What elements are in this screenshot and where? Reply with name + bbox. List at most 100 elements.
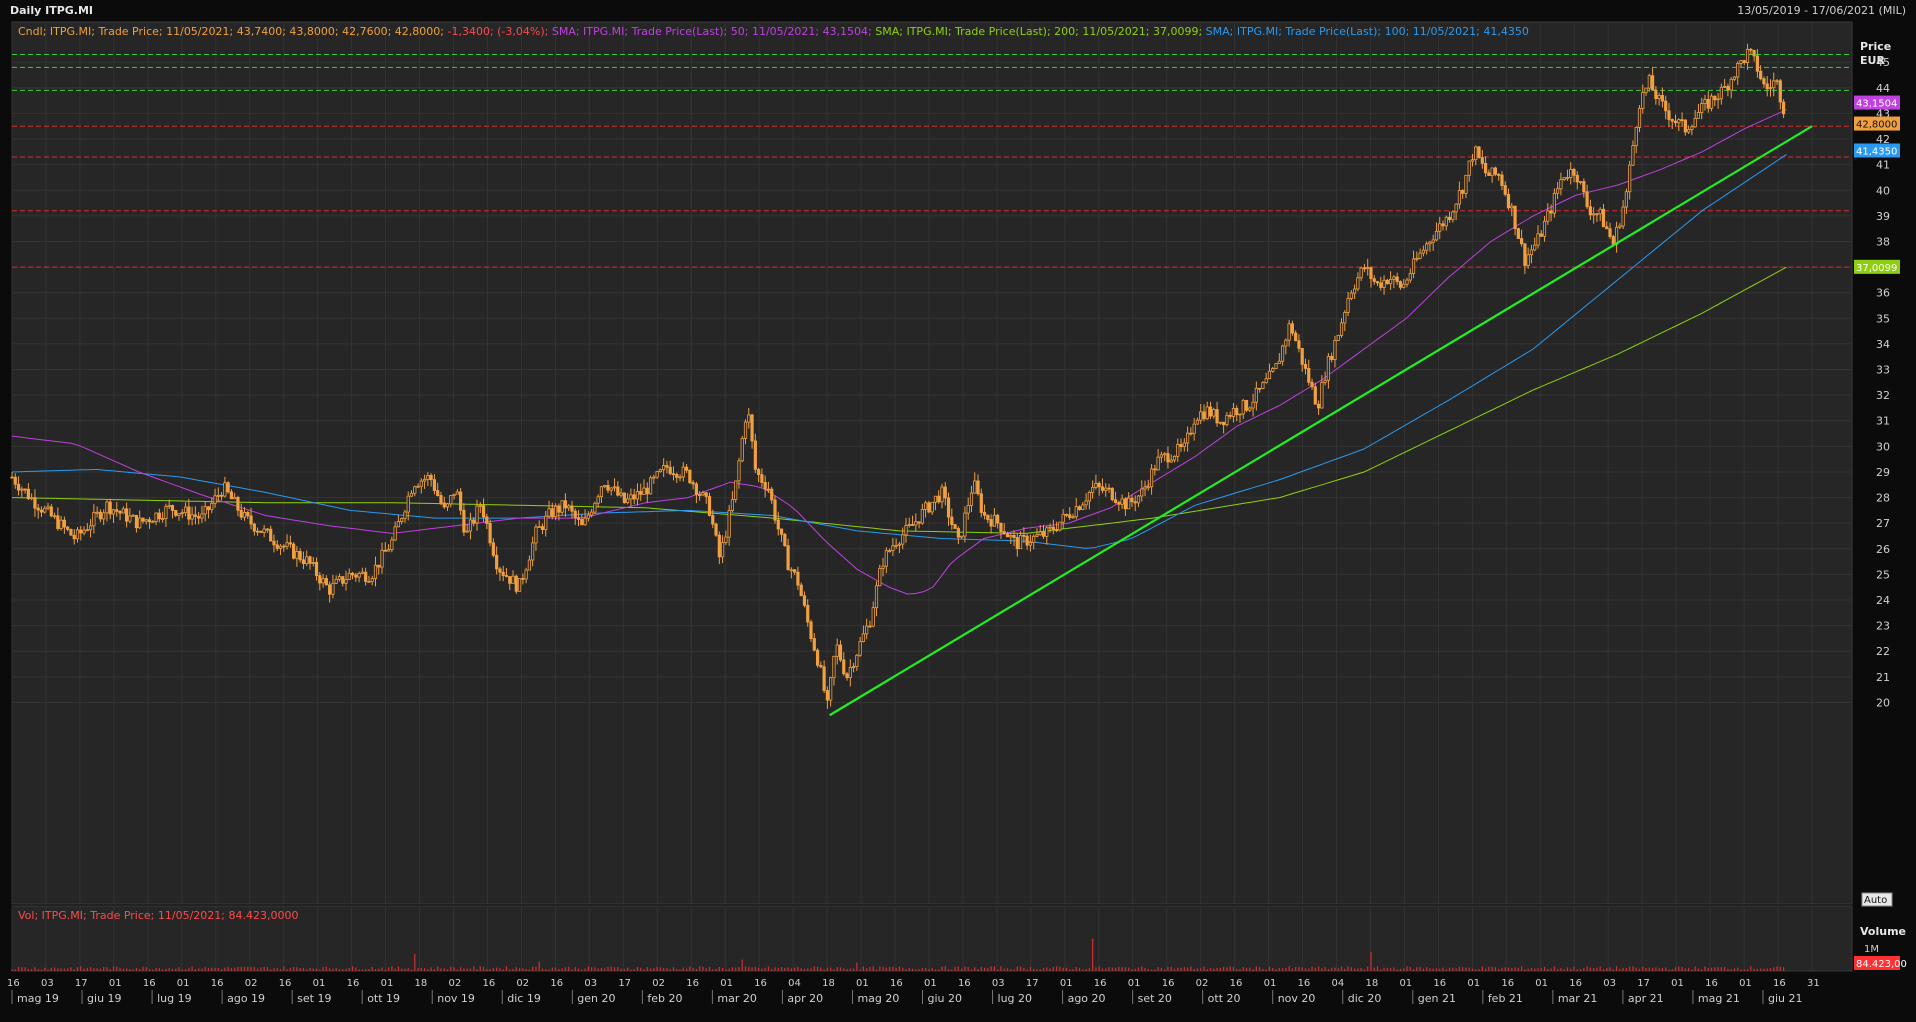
candle[interactable] [789, 569, 793, 572]
candle[interactable] [1359, 267, 1363, 279]
candle[interactable] [1110, 487, 1114, 501]
candle[interactable] [642, 487, 646, 495]
candle[interactable] [1493, 167, 1498, 175]
candle[interactable] [508, 576, 512, 584]
candle[interactable] [1621, 206, 1625, 227]
candle[interactable] [517, 578, 522, 592]
candle[interactable] [806, 604, 810, 623]
candle[interactable] [927, 502, 931, 513]
candle[interactable] [688, 469, 692, 484]
candle[interactable] [1389, 278, 1393, 285]
candle[interactable] [288, 542, 292, 545]
candle[interactable] [1650, 75, 1655, 91]
candle[interactable] [1624, 191, 1629, 208]
candle[interactable] [1055, 529, 1059, 532]
candle[interactable] [373, 564, 378, 579]
candle[interactable] [1032, 535, 1036, 543]
candle[interactable] [973, 480, 977, 494]
candle[interactable] [468, 519, 473, 532]
candle[interactable] [1182, 442, 1186, 448]
candle[interactable] [1071, 516, 1075, 519]
candle[interactable] [1736, 62, 1740, 78]
candle[interactable] [341, 576, 345, 584]
candle[interactable] [1716, 98, 1720, 101]
candle[interactable] [950, 516, 954, 525]
candle[interactable] [1569, 168, 1573, 178]
candle[interactable] [43, 507, 47, 513]
candle[interactable] [1732, 76, 1737, 80]
candle[interactable] [1251, 401, 1255, 409]
candle[interactable] [115, 509, 119, 512]
candle[interactable] [956, 528, 960, 538]
candle[interactable] [272, 540, 276, 546]
candle[interactable] [1490, 167, 1494, 176]
candle[interactable] [1176, 444, 1180, 457]
candle[interactable] [599, 486, 604, 498]
candle[interactable] [1752, 49, 1756, 57]
candle[interactable] [1153, 468, 1157, 471]
candle[interactable] [760, 474, 764, 483]
candle[interactable] [1238, 413, 1242, 416]
candle[interactable] [13, 476, 17, 485]
candle[interactable] [262, 528, 266, 533]
candle[interactable] [367, 580, 371, 583]
candle[interactable] [1585, 191, 1589, 208]
candle[interactable] [1058, 521, 1062, 531]
candle[interactable] [344, 579, 348, 584]
candle[interactable] [901, 534, 905, 545]
candle[interactable] [1392, 276, 1396, 280]
candle[interactable] [239, 509, 243, 518]
candle[interactable] [26, 488, 30, 500]
candle[interactable] [459, 491, 463, 511]
candle[interactable] [1215, 409, 1219, 424]
candle[interactable] [219, 494, 224, 497]
candle[interactable] [1595, 213, 1599, 216]
candle[interactable] [1195, 419, 1200, 425]
candle[interactable] [1451, 211, 1455, 221]
candle[interactable] [924, 502, 928, 510]
candle[interactable] [1526, 254, 1530, 266]
candle[interactable] [10, 476, 14, 479]
candle[interactable] [920, 508, 924, 524]
candle[interactable] [1415, 257, 1419, 260]
candle[interactable] [36, 507, 40, 511]
candle[interactable] [46, 506, 50, 509]
candle[interactable] [439, 495, 443, 504]
candle[interactable] [1241, 399, 1245, 415]
candle[interactable] [1421, 249, 1425, 254]
candle[interactable] [671, 473, 676, 476]
candle[interactable] [318, 575, 322, 584]
candle[interactable] [1339, 322, 1344, 336]
candle[interactable] [1041, 531, 1046, 537]
candle[interactable] [390, 539, 394, 551]
candle[interactable] [1313, 386, 1317, 405]
candle[interactable] [1235, 408, 1239, 416]
candle[interactable] [39, 509, 44, 513]
candle[interactable] [498, 568, 502, 573]
candle[interactable] [1185, 432, 1190, 444]
candle[interactable] [514, 575, 518, 592]
candle[interactable] [98, 511, 103, 520]
candle[interactable] [1136, 495, 1141, 504]
candle[interactable] [1163, 453, 1167, 456]
candle[interactable] [544, 515, 548, 530]
candle[interactable] [360, 571, 364, 574]
candle[interactable] [478, 505, 482, 507]
candle[interactable] [678, 476, 682, 479]
candle[interactable] [1434, 230, 1439, 241]
candle[interactable] [1480, 157, 1484, 164]
candle[interactable] [1474, 146, 1478, 161]
candle[interactable] [1225, 414, 1229, 426]
candle[interactable] [278, 545, 283, 549]
candle[interactable] [1022, 534, 1026, 537]
candle[interactable] [743, 421, 748, 439]
candle[interactable] [1605, 226, 1609, 230]
candle[interactable] [1028, 542, 1033, 546]
candle[interactable] [1611, 236, 1615, 245]
candle[interactable] [200, 513, 204, 519]
candle[interactable] [1192, 423, 1196, 434]
candle[interactable] [586, 514, 590, 519]
candle[interactable] [144, 519, 148, 522]
candle[interactable] [698, 494, 702, 497]
candle[interactable] [321, 578, 325, 584]
